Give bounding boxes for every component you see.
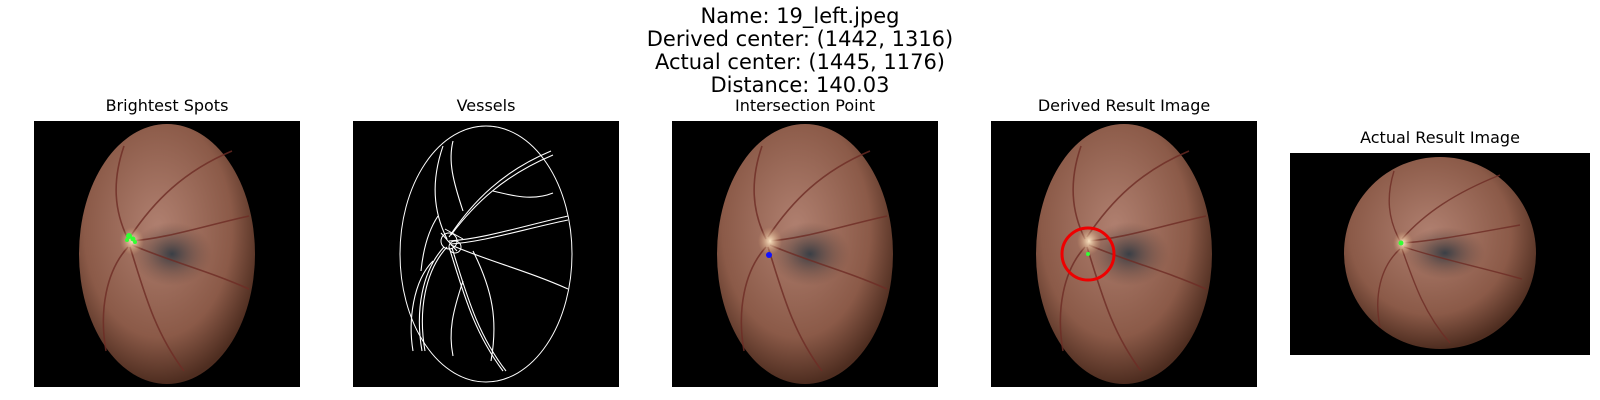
suptitle-derived-center: Derived center: (1442, 1316) [646,27,954,51]
intersection-point-marker [766,252,772,258]
vessels-image [353,121,619,387]
fundus-boundary [399,125,573,383]
panel-title-brightest-spots: Brightest Spots [105,96,229,115]
panel-title-vessels: Vessels [456,96,516,115]
panel-title-intersection-point: Intersection Point [735,96,875,115]
panel-title-derived-result-image: Derived Result Image [1037,96,1211,115]
figure-suptitle: Name: 19_left.jpeg Derived center: (1442… [0,5,1600,97]
brightest-spots-image [34,121,300,387]
suptitle-actual-center: Actual center: (1445, 1176) [654,50,946,74]
actual-result-image [1290,153,1590,355]
intersection-point-image [672,121,938,387]
vessel-edges [410,140,569,372]
bright-spot-markers [125,233,137,244]
optic-disc [758,227,782,255]
optic-disc [1077,227,1101,255]
panel-title-actual-result-image: Actual Result Image [1360,128,1520,147]
actual-center-marker [1398,240,1404,246]
suptitle-name: Name: 19_left.jpeg [700,4,900,28]
derived-result-image [991,121,1257,387]
suptitle-distance: Distance: 140.03 [710,73,890,97]
derived-center-marker [1086,252,1090,256]
derived-center-circle [1060,226,1116,282]
